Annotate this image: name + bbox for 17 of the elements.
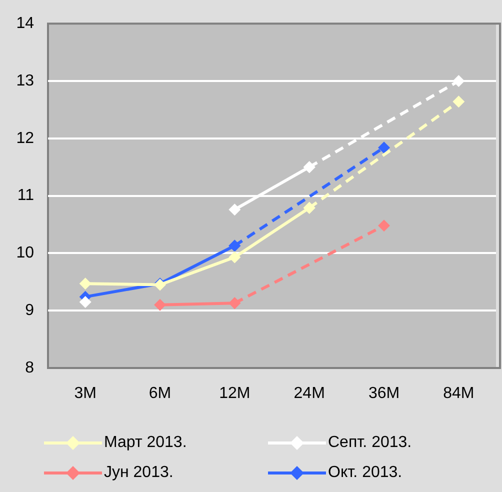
legend-label: Септ. 2013. <box>328 434 412 452</box>
y-tick-label: 8 <box>25 359 34 376</box>
x-tick-label: 24M <box>294 385 325 402</box>
x-tick-label: 12M <box>219 385 250 402</box>
y-tick-label: 12 <box>16 130 34 147</box>
legend-label: Март 2013. <box>104 434 187 452</box>
x-tick-label: 84M <box>443 385 474 402</box>
legend-label: Јун 2013. <box>104 464 174 482</box>
y-tick-label: 11 <box>17 187 34 204</box>
y-tick-label: 13 <box>16 72 34 90</box>
y-tick-label: 9 <box>25 302 34 320</box>
y-tick-label: 10 <box>16 244 34 262</box>
legend-label: Окт. 2013. <box>328 464 402 482</box>
y-tick-label: 14 <box>16 15 34 32</box>
x-tick-label: 6M <box>148 385 172 402</box>
x-tick-label: 36M <box>368 385 400 402</box>
x-tick-label: 3M <box>74 385 96 402</box>
